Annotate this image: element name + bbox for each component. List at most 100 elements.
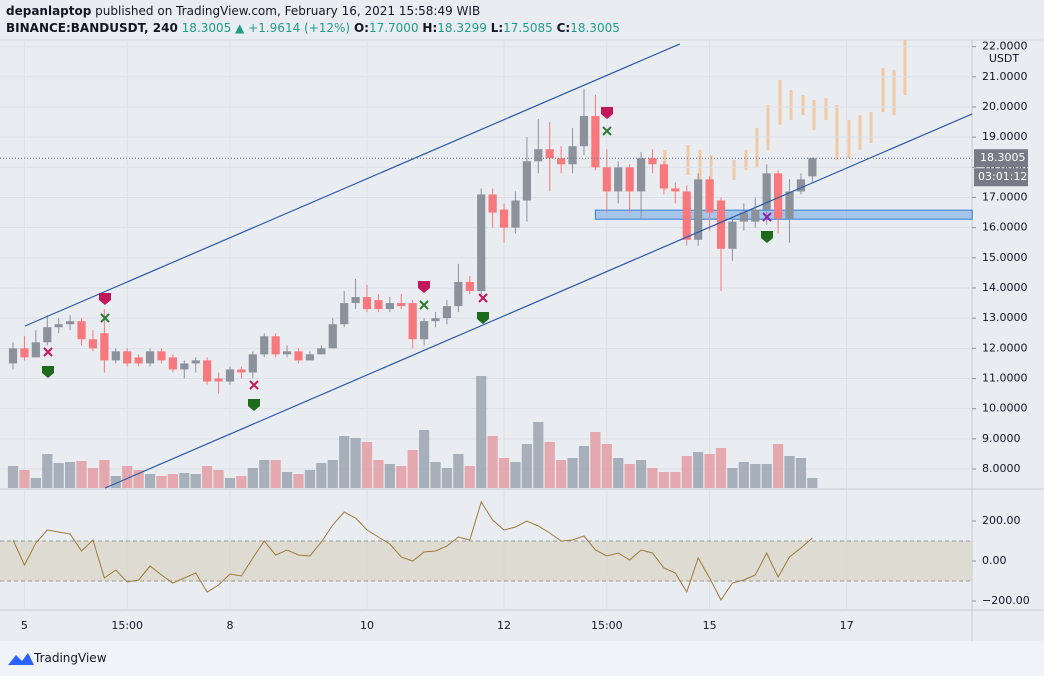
candle-body bbox=[442, 306, 452, 319]
candle-body bbox=[488, 194, 497, 213]
y-tick-label: 0.00 bbox=[982, 554, 1007, 567]
ohlc-value: 17.7000 bbox=[368, 21, 419, 35]
candle-body bbox=[271, 336, 280, 355]
volume-bar bbox=[350, 438, 361, 488]
volume-bar bbox=[407, 450, 418, 488]
candle-body bbox=[728, 221, 737, 249]
trend-line bbox=[24, 43, 681, 327]
volume-bar bbox=[316, 463, 327, 488]
y-tick-label: 11.0000 bbox=[982, 371, 1028, 384]
candle-body bbox=[705, 179, 714, 213]
candle-body bbox=[225, 369, 235, 382]
candle-body bbox=[602, 167, 611, 192]
last-price: 18.3005 bbox=[181, 21, 232, 35]
x-tick-label: 15 bbox=[703, 619, 717, 632]
volume-bar bbox=[441, 468, 453, 488]
volume-bar bbox=[87, 468, 99, 488]
candle-body bbox=[545, 149, 554, 159]
candle-body bbox=[773, 173, 783, 219]
brand: TradingView bbox=[34, 651, 107, 665]
candle-body bbox=[511, 200, 520, 228]
candle-body bbox=[168, 357, 177, 370]
buy-signal bbox=[761, 231, 773, 243]
candle-body bbox=[66, 321, 75, 325]
x-tick-label: 12 bbox=[497, 619, 511, 632]
candle-body bbox=[111, 351, 120, 361]
y-tick-label: 21.0000 bbox=[982, 70, 1028, 83]
volume-bar bbox=[384, 464, 395, 488]
chart: USDT 5 15:00 8 10 12 15:00 15 17 8.0000 9.0000 10.… bbox=[0, 39, 1044, 641]
currency-box bbox=[975, 41, 1027, 65]
candle-body bbox=[785, 191, 794, 219]
y-tick-label: 10.0000 bbox=[982, 402, 1028, 415]
volume-bar bbox=[601, 444, 612, 488]
volume-bar bbox=[418, 430, 430, 488]
volume-bar bbox=[110, 476, 121, 488]
volume-bar bbox=[453, 454, 464, 488]
candle-body bbox=[579, 116, 589, 147]
buy-signal bbox=[42, 366, 54, 378]
candle-body bbox=[362, 297, 372, 310]
volume-bar bbox=[795, 458, 807, 488]
volume-bar bbox=[510, 462, 521, 488]
candle-body bbox=[351, 297, 360, 304]
candle-body bbox=[260, 336, 269, 355]
candle-body bbox=[682, 191, 691, 240]
ohlc-value: 18.3005 bbox=[570, 21, 620, 35]
candle-body bbox=[808, 158, 817, 177]
volume-bar bbox=[670, 472, 681, 488]
x-tick-label: 17 bbox=[840, 619, 854, 632]
candle-body bbox=[694, 179, 703, 240]
volume-bar bbox=[373, 460, 384, 488]
volume-bar bbox=[556, 460, 567, 488]
last-price-box bbox=[974, 149, 1028, 168]
volume-bar bbox=[156, 476, 167, 488]
ohlc-label: L: bbox=[490, 21, 504, 35]
ohlc-value: 18.3299 bbox=[437, 21, 487, 35]
header: depanlaptop published on TradingView.com… bbox=[6, 3, 620, 37]
volume-bar bbox=[396, 466, 407, 488]
candle-body bbox=[614, 167, 623, 192]
candle-body bbox=[408, 303, 417, 340]
candle-body bbox=[591, 116, 600, 168]
volume-bar bbox=[567, 458, 578, 488]
y-tick-label: 20.0000 bbox=[982, 100, 1028, 113]
footer: TradingView bbox=[0, 641, 1044, 676]
volume-bar bbox=[122, 466, 133, 488]
volume-bar bbox=[270, 460, 281, 488]
candle-body bbox=[317, 348, 326, 355]
y-tick-label: 200.00 bbox=[982, 514, 1021, 527]
volume-bar bbox=[464, 466, 475, 488]
candle-body bbox=[762, 173, 771, 210]
x-tick-label: 8 bbox=[226, 619, 233, 632]
candle-body bbox=[54, 324, 63, 328]
volume-bar bbox=[190, 474, 201, 488]
volume-bar bbox=[498, 458, 510, 488]
cross-signal bbox=[419, 300, 429, 310]
volume-bar bbox=[624, 464, 635, 488]
volume-bar bbox=[681, 456, 692, 488]
volume-bar bbox=[99, 460, 110, 488]
candle-body bbox=[465, 281, 474, 292]
ohlc-value: 17.5085 bbox=[503, 21, 553, 35]
x-tick-label: 15:00 bbox=[111, 619, 143, 632]
candle-body bbox=[454, 281, 463, 307]
volume-bar bbox=[19, 470, 30, 488]
volume-bar bbox=[807, 478, 818, 488]
candle-body bbox=[77, 321, 86, 340]
y-tick-label: 9.0000 bbox=[982, 432, 1021, 445]
volume-bar bbox=[213, 470, 224, 488]
trend-line bbox=[104, 113, 973, 489]
signals bbox=[42, 107, 773, 411]
candle-body bbox=[340, 303, 349, 325]
candle-body bbox=[191, 360, 200, 364]
last-price-label: 18.3005 bbox=[980, 151, 1026, 164]
ohlc: O:17.7000 H:18.3299 L:17.5085 C:18.3005 bbox=[354, 21, 620, 35]
candle-body bbox=[636, 158, 646, 192]
candle-body bbox=[328, 324, 337, 349]
volume-bar bbox=[65, 462, 76, 488]
countdown-box bbox=[974, 168, 1028, 187]
volume-bar bbox=[738, 462, 749, 488]
volume-bar bbox=[750, 464, 761, 488]
